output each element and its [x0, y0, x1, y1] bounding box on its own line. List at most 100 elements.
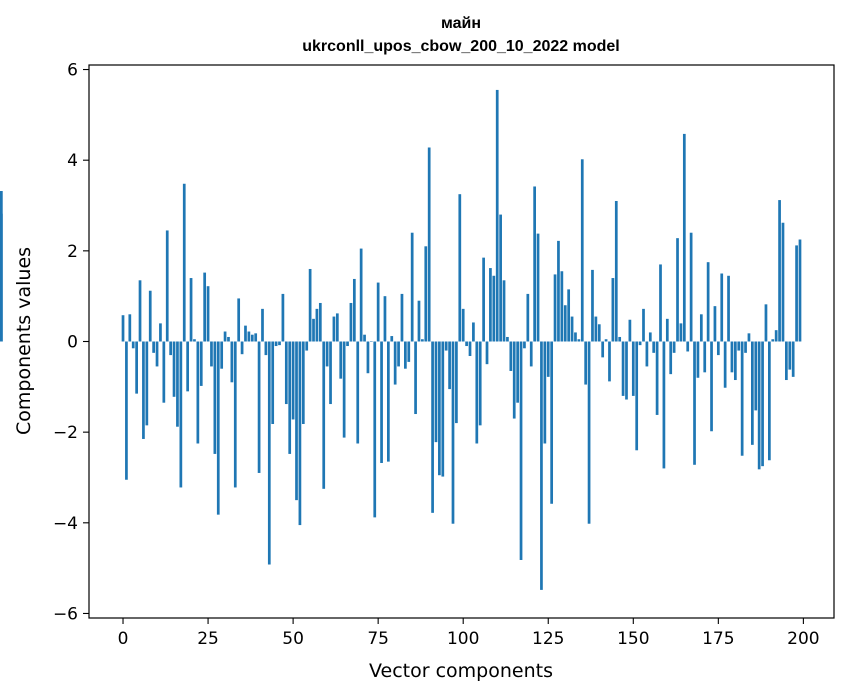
- bar: [145, 341, 149, 426]
- bar: [233, 341, 237, 488]
- bar: [356, 341, 360, 444]
- bar: [716, 341, 720, 356]
- bar: [574, 332, 577, 342]
- bar: [189, 278, 193, 342]
- bar: [210, 341, 213, 367]
- bar: [451, 341, 455, 524]
- bar: [730, 341, 734, 373]
- bar: [397, 341, 400, 367]
- bar: [227, 336, 230, 342]
- bar: [427, 147, 431, 342]
- bar: [608, 341, 611, 382]
- bar: [526, 293, 530, 342]
- bar: [142, 341, 145, 439]
- bar: [407, 341, 411, 362]
- y-tick-label: 4: [67, 151, 78, 171]
- bar: [393, 341, 397, 385]
- bar: [689, 232, 693, 342]
- bar: [512, 341, 516, 419]
- bar: [448, 341, 451, 390]
- bar: [186, 341, 190, 392]
- bar: [138, 280, 142, 342]
- bar: [414, 341, 417, 415]
- bar: [240, 341, 244, 355]
- bar: [322, 341, 326, 489]
- bar: [563, 305, 567, 342]
- bar: [771, 339, 775, 342]
- bar: [795, 245, 798, 342]
- bar: [737, 341, 741, 351]
- bar: [298, 341, 302, 526]
- y-tick-label: 0: [67, 333, 78, 353]
- bar: [254, 333, 258, 342]
- bar: [261, 308, 264, 342]
- bar: [764, 304, 768, 342]
- bar: [706, 262, 710, 342]
- bar: [373, 341, 377, 518]
- bar: [601, 341, 605, 358]
- bar: [693, 341, 696, 465]
- bar: [128, 314, 132, 342]
- bars-group: [0, 89, 802, 590]
- bar: [182, 183, 186, 342]
- bar: [506, 336, 509, 342]
- bar: [560, 271, 564, 342]
- chart-subtitle: ukrconll_upos_cbow_200_10_2022 model: [302, 38, 619, 55]
- bar: [536, 233, 540, 342]
- y-axis-label: Components values: [13, 247, 35, 435]
- bar: [267, 341, 271, 565]
- bar: [461, 308, 465, 342]
- bar: [580, 159, 584, 342]
- bar: [502, 280, 506, 342]
- bar: [193, 339, 196, 342]
- bar: [523, 341, 526, 349]
- bar: [291, 341, 295, 420]
- bar: [301, 341, 305, 424]
- bar: [176, 341, 179, 427]
- bar: [665, 318, 669, 342]
- bar: [679, 323, 683, 342]
- bar: [455, 341, 458, 424]
- bar: [659, 264, 662, 342]
- bar: [553, 274, 557, 342]
- bar: [631, 341, 635, 396]
- bar: [720, 273, 724, 342]
- x-tick-label: 200: [787, 629, 819, 649]
- bar: [318, 302, 322, 342]
- x-axis-label: Vector components: [369, 660, 553, 682]
- bar: [774, 330, 778, 342]
- bar: [747, 333, 751, 342]
- bar: [672, 341, 676, 353]
- bar: [125, 341, 128, 480]
- bar: [550, 341, 554, 504]
- bar: [434, 341, 438, 443]
- bar: [404, 341, 407, 369]
- bar: [584, 341, 588, 385]
- bar: [468, 341, 472, 357]
- x-tick-label: 50: [282, 629, 304, 649]
- bar: [754, 341, 758, 411]
- bar: [0, 191, 3, 342]
- bar: [723, 341, 727, 388]
- bar: [710, 341, 713, 432]
- bar: [768, 341, 771, 461]
- y-tick-label: −4: [53, 514, 78, 534]
- chart-title: майн: [441, 15, 481, 32]
- bar: [203, 272, 207, 342]
- y-tick-label: −2: [53, 423, 78, 443]
- bar: [346, 341, 349, 347]
- bar: [635, 341, 639, 451]
- x-tick-label: 25: [197, 629, 219, 649]
- bar: [567, 289, 571, 342]
- bar: [625, 341, 628, 400]
- bar: [458, 194, 462, 342]
- bar: [288, 341, 292, 454]
- bar: [369, 341, 373, 342]
- bar: [757, 341, 761, 470]
- bar: [676, 238, 679, 342]
- y-tick-label: −6: [53, 604, 78, 624]
- bar: [366, 341, 370, 374]
- bar: [785, 341, 788, 381]
- bar: [421, 339, 424, 342]
- bar: [540, 341, 543, 590]
